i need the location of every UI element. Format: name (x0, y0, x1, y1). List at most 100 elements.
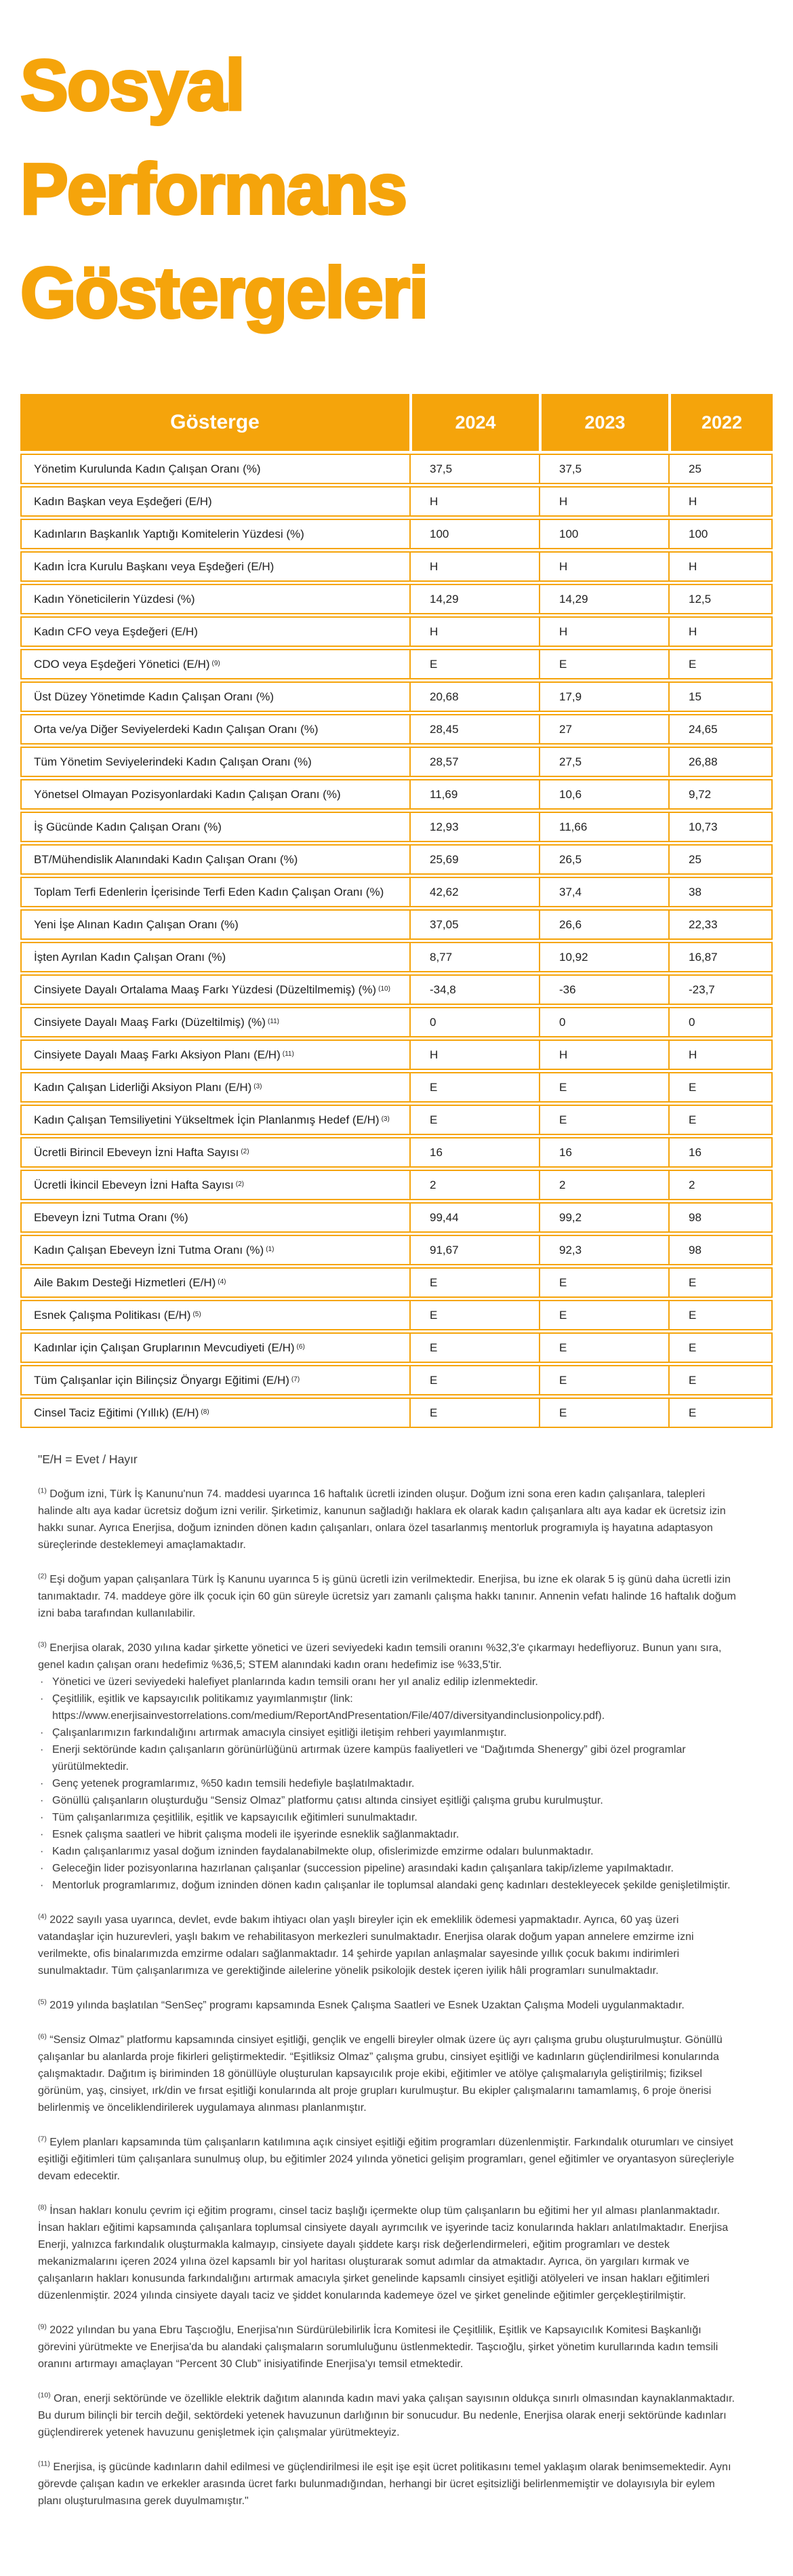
table-row: Kadın Çalışan Ebeveyn İzni Tutma Oranı (… (20, 1235, 773, 1265)
row-label: Kadınların Başkanlık Yaptığı Komitelerin… (34, 527, 304, 540)
row-value-2023: 0 (539, 1008, 668, 1036)
indicators-table: Gösterge 2024 2023 2022 Yönetim Kurulund… (20, 394, 773, 1428)
row-value-2023: -36 (539, 976, 668, 1004)
table-row: Esnek Çalışma Politikası (E/H) (5) E E E (20, 1300, 773, 1330)
table-row: Kadın CFO veya Eşdeğeri (E/H) H H H (20, 616, 773, 647)
footnote-bullet: Genç yetenek programlarımız, %50 kadın t… (38, 1775, 736, 1792)
footnote-marker: (5) (38, 1998, 47, 2006)
table-row: Kadınlar için Çalışan Gruplarının Mevcud… (20, 1332, 773, 1363)
row-label: Esnek Çalışma Politikası (E/H) (5) (34, 1308, 201, 1322)
row-value-2023: 10,92 (539, 943, 668, 971)
row-value-2023: 26,6 (539, 911, 668, 938)
footnote-bullet: Esnek çalışma saatleri ve hibrit çalışma… (38, 1826, 736, 1843)
row-value-2022: H (668, 488, 771, 515)
table-row: Cinsel Taciz Eğitimi (Yıllık) (E/H) (8) E E… (20, 1398, 773, 1428)
row-value-2024: 11,69 (409, 780, 539, 808)
row-value-2024: H (409, 553, 539, 580)
row-value-2023: 37,5 (539, 455, 668, 483)
table-row: Kadın Çalışan Liderliği Aksiyon Planı (E… (20, 1072, 773, 1103)
row-value-2023: E (539, 1366, 668, 1394)
row-value-2022: 98 (668, 1236, 771, 1264)
row-value-2023: H (539, 1041, 668, 1069)
footnote-bullet: Geleceğin lider pozisyonlarına hazırlana… (38, 1860, 736, 1877)
row-value-2023: 99,2 (539, 1204, 668, 1231)
table-row: Kadın Başkan veya Eşdeğeri (E/H) H H H (20, 486, 773, 517)
row-value-2024: E (409, 1269, 539, 1296)
table-row: İş Gücünde Kadın Çalışan Oranı (%) 12,93 1… (20, 812, 773, 842)
row-value-2022: 16,87 (668, 943, 771, 971)
row-value-2022: 38 (668, 878, 771, 906)
row-value-2023: E (539, 650, 668, 678)
row-label: BT/Mühendislik Alanındaki Kadın Çalışan … (34, 852, 298, 866)
row-value-2023: 17,9 (539, 683, 668, 711)
row-label: Ücretli Birincil Ebeveyn İzni Hafta Sayı… (34, 1145, 249, 1159)
row-value-2024: 99,44 (409, 1204, 539, 1231)
row-value-2022: 98 (668, 1204, 771, 1231)
row-value-2024: E (409, 1106, 539, 1134)
footnote-marker: (3) (38, 1640, 47, 1649)
row-value-2022: E (668, 1399, 771, 1427)
table-row: CDO veya Eşdeğeri Yönetici (E/H) (9) E E E (20, 649, 773, 679)
footnote-bullet: Tüm çalışanlarımıza çeşitlilik, eşitlik … (38, 1809, 736, 1826)
table-row: Kadın Yöneticilerin Yüzdesi (%) 14,29 14,2… (20, 584, 773, 614)
row-value-2023: 26,5 (539, 846, 668, 873)
row-value-2022: E (668, 1269, 771, 1296)
row-value-2023: 100 (539, 520, 668, 548)
row-label: Toplam Terfi Edenlerin İçerisinde Terfi … (34, 885, 384, 898)
table-row: Cinsiyete Dayalı Maaş Farkı Aksiyon Plan… (20, 1039, 773, 1070)
row-value-2023: H (539, 488, 668, 515)
column-header-2024: 2024 (409, 394, 539, 451)
row-value-2023: H (539, 618, 668, 646)
row-value-2024: 0 (409, 1008, 539, 1036)
row-value-2022: E (668, 1366, 771, 1394)
row-label: Cinsiyete Dayalı Maaş Farkı (Düzeltilmiş… (34, 1015, 279, 1029)
table-row: Ücretli İkincil Ebeveyn İzni Hafta Sayıs… (20, 1170, 773, 1200)
footnote-4: (4) 2022 sayılı yasa uyarınca, devlet, e… (38, 1912, 694, 1977)
row-label: Yönetim Kurulunda Kadın Çalışan Oranı (%… (34, 462, 261, 475)
table-row: Yeni İşe Alınan Kadın Çalışan Oranı (%) 3… (20, 909, 773, 940)
row-value-2024: 14,29 (409, 585, 539, 613)
row-value-2023: 27,5 (539, 748, 668, 776)
row-label: Aile Bakım Desteği Hizmetleri (E/H) (4) (34, 1275, 226, 1289)
footnote-3: (3) Enerjisa olarak, 2030 yılına kadar ş… (38, 1640, 722, 1671)
title-line-2: Performans (19, 148, 409, 231)
row-value-2022: 9,72 (668, 780, 771, 808)
row-label: Cinsiyete Dayalı Ortalama Maaş Farkı Yüz… (34, 983, 390, 996)
table-row: Tüm Yönetim Seviyelerindeki Kadın Çalışa… (20, 747, 773, 777)
row-value-2024: 20,68 (409, 683, 539, 711)
row-value-2024: 37,05 (409, 911, 539, 938)
eh-legend: "E/H = Evet / Hayır (38, 1452, 138, 1466)
footnote-8: (8) İnsan hakları konulu çevrim içi eğit… (38, 2203, 729, 2301)
footnote-7: (7) Eylem planları kapsamında tüm çalışa… (38, 2135, 735, 2182)
footnote-1: (1) Doğum izni, Türk İş Kanunu'nun 74. m… (38, 1486, 726, 1551)
row-value-2023: 2 (539, 1171, 668, 1199)
table-row: Toplam Terfi Edenlerin İçerisinde Terfi … (20, 877, 773, 907)
row-label: Kadın Başkan veya Eşdeğeri (E/H) (34, 494, 212, 508)
row-value-2023: H (539, 553, 668, 580)
row-value-2022: 24,65 (668, 715, 771, 743)
row-value-2022: E (668, 1301, 771, 1329)
footnote-bullet: Çalışanlarımızın farkındalığını artırmak… (38, 1724, 736, 1741)
table-row: İşten Ayrılan Kadın Çalışan Oranı (%) 8,7… (20, 942, 773, 972)
table-row: Yönetim Kurulunda Kadın Çalışan Oranı (%… (20, 454, 773, 484)
footnote-marker: (1) (38, 1486, 47, 1495)
footnote-marker: (11) (38, 2459, 50, 2468)
row-value-2023: E (539, 1073, 668, 1101)
row-value-2022: 12,5 (668, 585, 771, 613)
table-row: Kadın İcra Kurulu Başkanı veya Eşdeğeri … (20, 551, 773, 582)
footnote-bullet: Kadın çalışanlarımız yasal doğum izninde… (38, 1843, 736, 1860)
title-line-3: Göstergeleri (19, 252, 430, 334)
row-value-2024: E (409, 650, 539, 678)
row-label: Yönetsel Olmayan Pozisyonlardaki Kadın Ç… (34, 787, 341, 801)
row-value-2024: 12,93 (409, 813, 539, 841)
row-value-2023: 16 (539, 1138, 668, 1166)
footnote-bullet: Yönetici ve üzeri seviyedeki halefiyet p… (38, 1673, 736, 1690)
row-label: Ücretli İkincil Ebeveyn İzni Hafta Sayıs… (34, 1178, 245, 1191)
row-label: Kadın CFO veya Eşdeğeri (E/H) (34, 625, 198, 638)
column-header-2022: 2022 (668, 394, 773, 451)
row-value-2022: E (668, 1106, 771, 1134)
row-value-2024: 37,5 (409, 455, 539, 483)
row-label: İşten Ayrılan Kadın Çalışan Oranı (%) (34, 950, 226, 964)
row-value-2022: 26,88 (668, 748, 771, 776)
row-value-2022: 16 (668, 1138, 771, 1166)
